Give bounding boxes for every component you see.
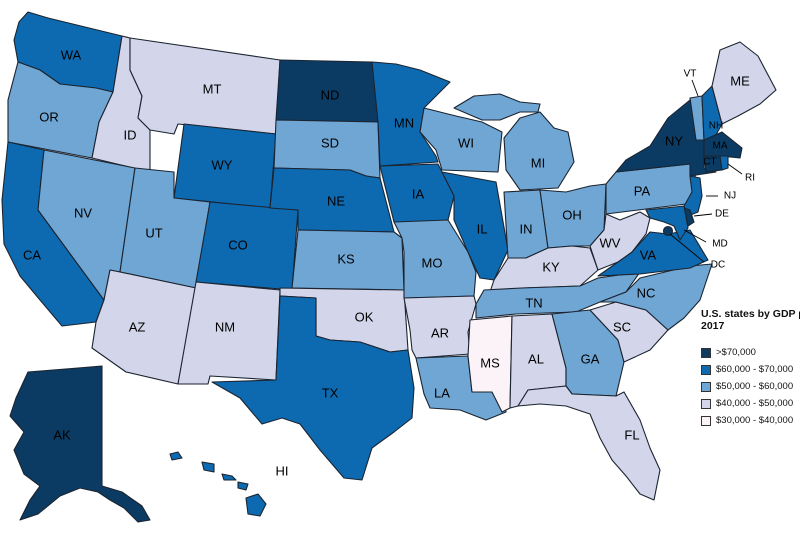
legend-row: $60,000 - $70,000 [701,361,800,378]
label-MA: MA [713,141,728,152]
leader-vt [691,79,699,97]
label-FL: FL [624,427,639,442]
legend-swatch [701,364,711,375]
legend-swatch [701,381,711,392]
label-NM: NM [215,319,235,334]
state-HI[interactable] [169,451,267,517]
legend-title-line1: U.S. states by GDP p [701,308,800,320]
label-NV: NV [74,205,92,220]
legend-swatch [701,415,711,426]
label-DC: DC [711,260,725,271]
label-CA: CA [23,247,41,262]
legend-title: U.S. states by GDP p 2017 [701,308,800,332]
label-TN: TN [525,295,542,310]
label-MO: MO [422,255,443,270]
legend-row: $50,000 - $60,000 [701,378,800,395]
state-TX[interactable] [211,295,415,481]
leader-ri [727,163,743,175]
legend-label: $50,000 - $60,000 [716,381,794,392]
label-CT: CT [703,157,716,168]
state-MI-UP[interactable] [453,93,541,121]
state-labels: WA OR CA ID NV MT WY UT AZ CO NM ND SD N… [23,47,755,478]
label-SC: SC [613,319,631,334]
label-HI: HI [276,463,289,478]
state-NC[interactable] [599,263,713,331]
label-ID: ID [124,127,137,142]
label-NY: NY [665,133,683,148]
label-KY: KY [542,259,560,274]
label-IA: IA [412,186,425,201]
label-NE: NE [327,193,345,208]
label-GA: GA [581,351,600,366]
label-AK: AK [53,427,71,442]
label-AR: AR [431,325,449,340]
legend: U.S. states by GDP p 2017 >$70,000 $60,0… [701,308,800,429]
label-VT: VT [684,69,697,80]
legend-row: $30,000 - $40,000 [701,412,800,429]
state-WI[interactable] [419,107,503,173]
label-WI: WI [458,135,474,150]
label-AL: AL [528,351,544,366]
label-RI: RI [745,173,755,184]
label-NH: NH [709,121,723,132]
state-DC[interactable] [662,225,674,237]
legend-label: >$70,000 [716,347,756,358]
state-AK[interactable] [9,365,151,523]
label-KS: KS [337,251,355,266]
label-VA: VA [640,247,657,262]
legend-swatch [701,347,711,358]
label-OK: OK [355,309,374,324]
legend-title-line2: 2017 [701,320,725,332]
label-OH: OH [562,207,582,222]
label-WA: WA [61,47,82,62]
legend-row: $40,000 - $50,000 [701,395,800,412]
label-PA: PA [634,183,651,198]
label-AZ: AZ [129,319,146,334]
label-UT: UT [145,225,162,240]
label-MT: MT [203,81,222,96]
label-DE: DE [715,209,729,220]
legend-rows: >$70,000 $60,000 - $70,000 $50,000 - $60… [701,344,800,429]
label-IN: IN [520,221,533,236]
state-NJ[interactable] [683,175,703,217]
state-ME[interactable] [711,41,777,125]
label-NC: NC [637,285,656,300]
legend-label: $30,000 - $40,000 [716,415,794,426]
label-MD: MD [712,239,728,250]
legend-label: $60,000 - $70,000 [716,364,794,375]
state-NH[interactable] [701,85,723,143]
label-TX: TX [322,385,339,400]
state-RI[interactable] [719,155,729,171]
state-MI[interactable] [503,111,575,191]
leader-dc [669,233,705,263]
label-WV: WV [600,235,621,250]
state-KS[interactable] [291,229,405,291]
legend-swatch [701,398,711,409]
label-MI: MI [531,155,545,170]
label-ME: ME [730,73,750,88]
label-WY: WY [212,157,233,172]
label-ND: ND [321,87,340,102]
label-MS: MS [480,355,500,370]
label-NJ: NJ [724,191,736,202]
leader-de [693,213,713,217]
state-MD[interactable] [645,205,689,241]
label-CO: CO [228,237,248,252]
legend-label: $40,000 - $50,000 [716,398,794,409]
label-IL: IL [477,221,488,236]
label-MN: MN [394,115,414,130]
state-FL[interactable] [517,385,661,501]
state-TN[interactable] [475,271,641,319]
state-IL[interactable] [441,171,509,281]
leader-md [683,229,707,243]
label-LA: LA [434,385,450,400]
legend-row: >$70,000 [701,344,800,361]
label-SD: SD [321,135,339,150]
label-OR: OR [39,109,59,124]
